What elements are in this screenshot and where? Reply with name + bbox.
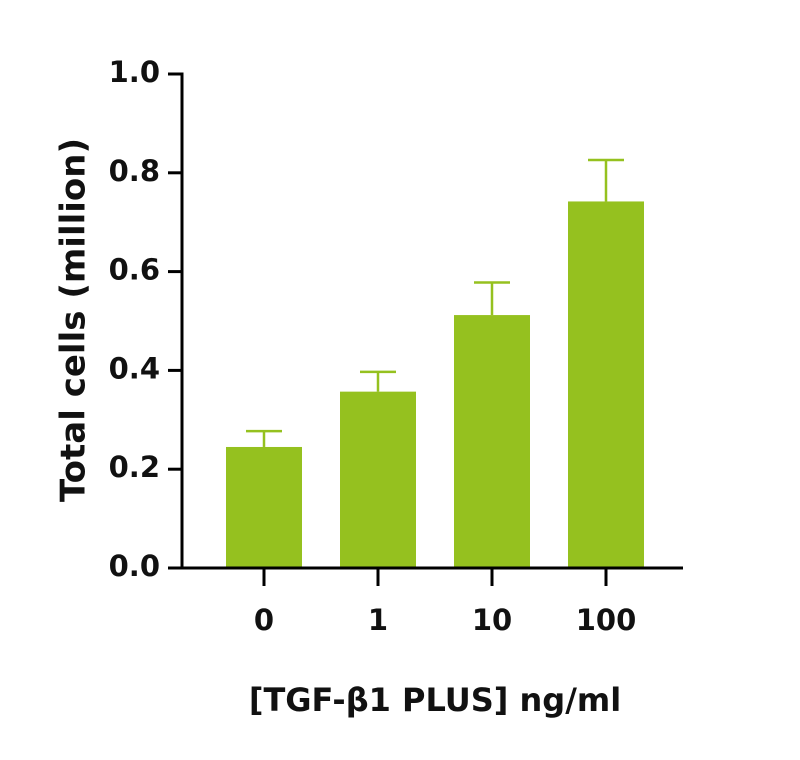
y-tick-label: 0.6 [109, 253, 160, 287]
y-tick-label: 0.0 [109, 549, 160, 583]
x-tick-label: 10 [472, 603, 512, 637]
error-bar [588, 158, 624, 202]
x-tick-label: 1 [368, 603, 388, 637]
x-tick-label: 100 [576, 603, 637, 637]
y-tick-label: 0.2 [109, 450, 160, 484]
bar [226, 446, 302, 568]
bar [568, 201, 644, 568]
error-bar [474, 281, 510, 316]
y-tick-label: 0.8 [109, 154, 160, 188]
error-bar [360, 370, 396, 392]
y-tick-label: 0.4 [109, 351, 160, 385]
bar [340, 391, 416, 568]
error-bar [246, 429, 282, 447]
x-axis-label: [TGF-β1 PLUS] ng/ml [249, 681, 621, 719]
x-tick-label: 0 [254, 603, 274, 637]
y-axis-label: Total cells (million) [54, 138, 94, 502]
bar [454, 315, 530, 568]
y-tick-label: 1.0 [109, 55, 160, 89]
